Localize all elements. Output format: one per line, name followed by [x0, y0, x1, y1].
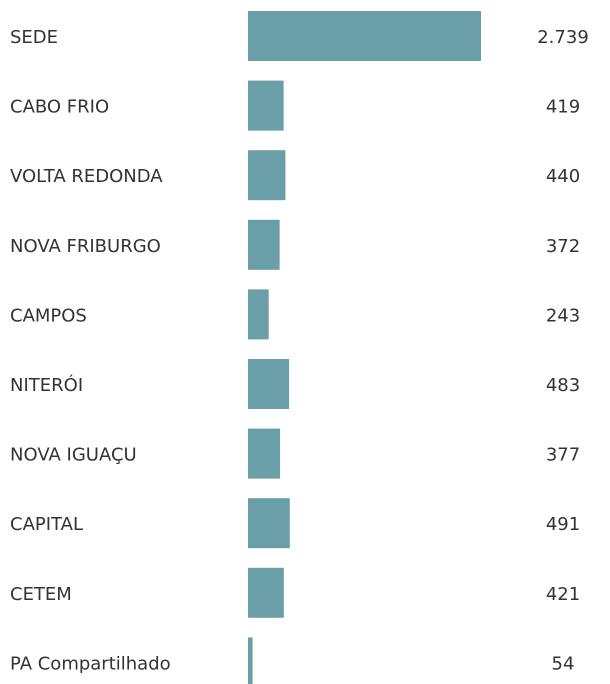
bar — [248, 11, 481, 61]
bar — [248, 498, 290, 549]
category-label: NITERÓI — [10, 374, 83, 396]
value-label: 2.739 — [537, 27, 589, 48]
value-label: 377 — [546, 445, 580, 466]
bar — [248, 150, 286, 201]
category-label: PA Compartilhado — [10, 653, 171, 674]
value-label: 421 — [546, 584, 580, 605]
category-label: CAMPOS — [10, 305, 87, 326]
bar — [248, 289, 269, 340]
category-label: NOVA FRIBURGO — [10, 236, 161, 257]
bar — [248, 637, 253, 684]
category-label: CABO FRIO — [10, 97, 109, 118]
value-label: 483 — [546, 375, 580, 396]
value-label: 419 — [546, 97, 580, 118]
bar — [248, 428, 281, 479]
bar — [248, 567, 284, 618]
category-label: VOLTA REDONDA — [10, 166, 163, 187]
bar — [248, 219, 280, 270]
bar — [248, 359, 290, 409]
category-label: NOVA IGUAÇU — [10, 445, 137, 466]
category-label: CETEM — [10, 584, 72, 605]
category-label: CAPITAL — [10, 514, 83, 535]
bar — [248, 80, 284, 131]
value-label: 491 — [546, 514, 580, 535]
category-label: SEDE — [10, 27, 58, 48]
value-label: 54 — [552, 653, 575, 674]
value-label: 440 — [546, 166, 580, 187]
value-label: 243 — [546, 305, 580, 326]
value-label: 372 — [546, 236, 580, 257]
